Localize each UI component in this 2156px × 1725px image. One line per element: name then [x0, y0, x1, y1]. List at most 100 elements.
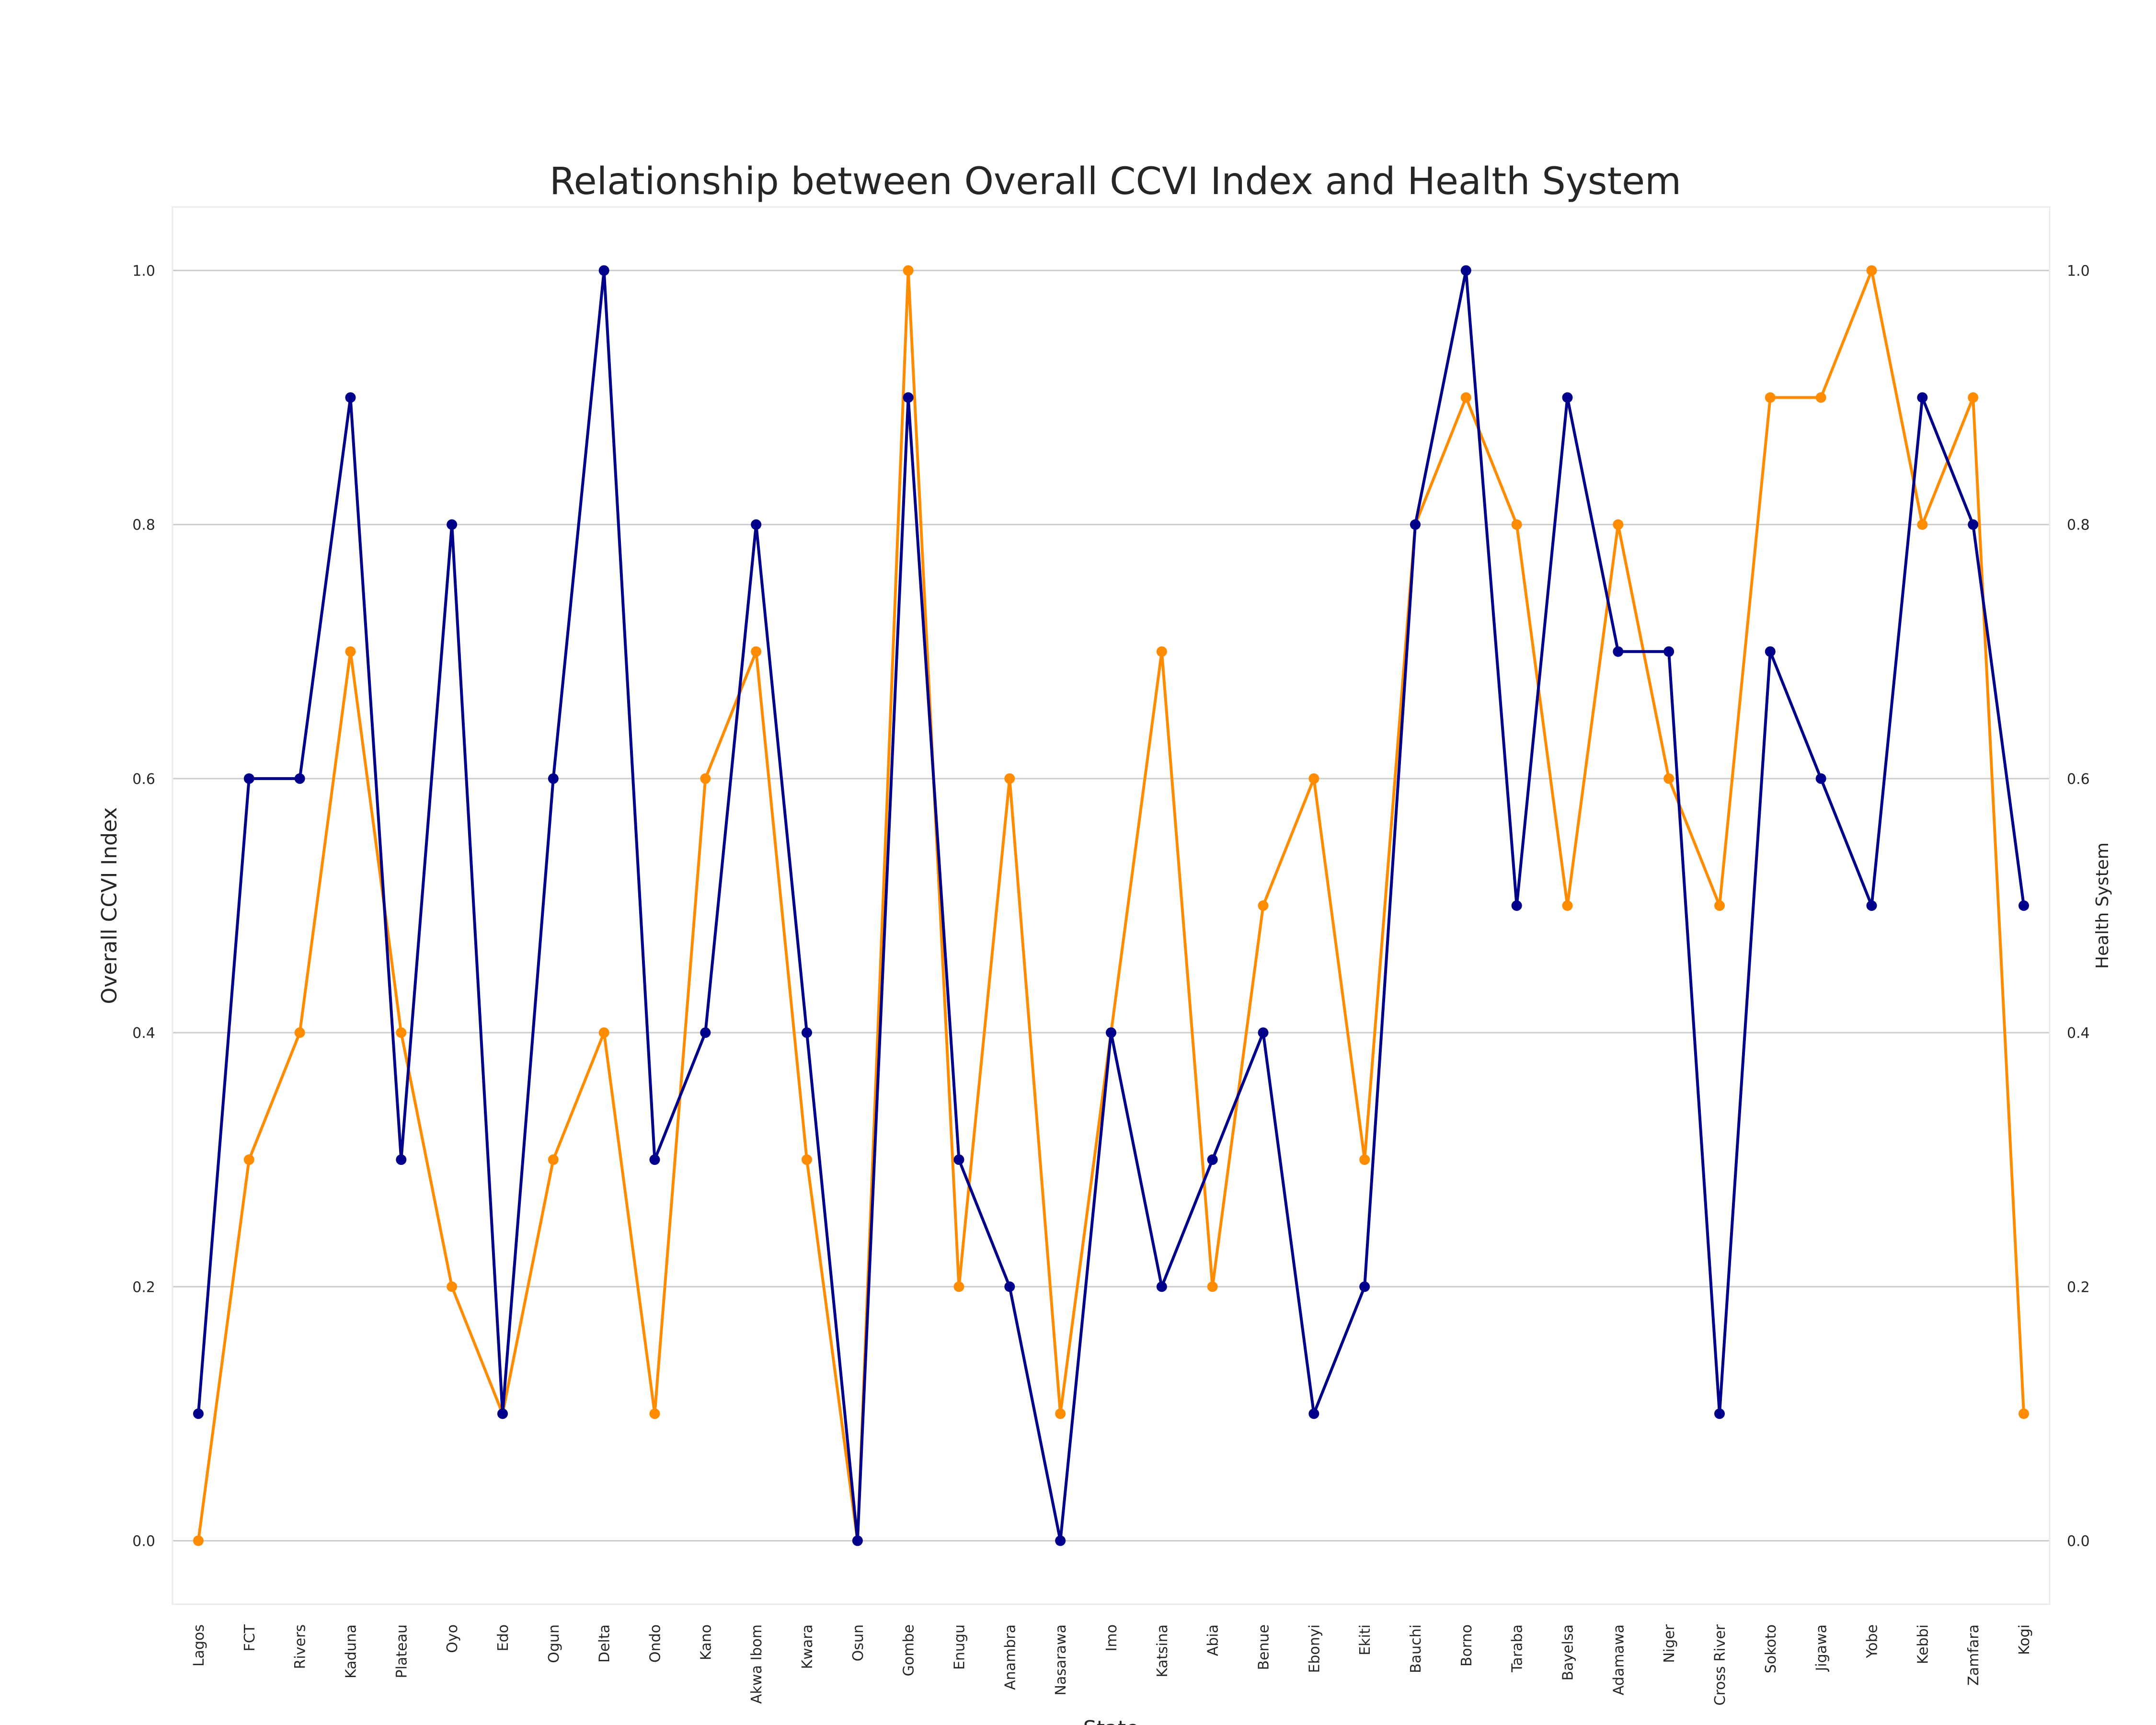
x-tick-label: Anambra [1002, 1624, 1019, 1690]
x-tick-label: Osun [850, 1624, 867, 1661]
data-point [1460, 265, 1471, 276]
x-tick-label: Borno [1458, 1624, 1475, 1667]
x-tick-label: Ogun [546, 1624, 562, 1663]
data-point [345, 392, 356, 403]
y-axis-left: 0.0 0.2 0.4 0.6 0.8 1.0 [132, 263, 155, 1550]
data-point [243, 1154, 254, 1165]
x-tick-label: Kaduna [343, 1624, 360, 1679]
data-point [396, 1154, 407, 1165]
data-point [193, 1535, 204, 1546]
data-point [1968, 519, 1979, 530]
data-point [497, 1408, 508, 1419]
data-point [700, 773, 711, 784]
y-tick-label-right: 0.4 [2067, 1025, 2090, 1042]
x-tick-label: Zamfara [1965, 1624, 1982, 1686]
chart-title: Relationship between Overall CCVI Index … [550, 160, 1681, 203]
data-point [1308, 1408, 1319, 1419]
x-tick-label: Kano [698, 1624, 714, 1660]
x-tick-label: Edo [495, 1624, 512, 1651]
y-tick-label-left: 0.0 [132, 1533, 155, 1550]
data-point [1156, 1281, 1167, 1292]
data-point [903, 265, 914, 276]
data-point [1663, 646, 1674, 657]
data-point [294, 773, 305, 784]
x-tick-label: Gombe [901, 1624, 917, 1676]
y-tick-label-left: 1.0 [132, 263, 155, 280]
data-point [447, 519, 458, 530]
x-tick-label: Bauchi [1408, 1624, 1424, 1673]
data-point [1613, 519, 1624, 530]
x-tick-label: Niger [1661, 1624, 1678, 1663]
y-tick-label-right: 0.2 [2067, 1279, 2090, 1296]
data-point [751, 646, 762, 657]
data-point [1815, 773, 1826, 784]
data-point [345, 646, 356, 657]
y-tick-label-right: 0.8 [2067, 517, 2090, 534]
x-tick-label: Akwa Ibom [748, 1624, 765, 1704]
y-tick-label-left: 0.4 [132, 1025, 155, 1042]
x-tick-label: Jigawa [1813, 1624, 1830, 1672]
data-point [1156, 646, 1167, 657]
y-tick-label-right: 0.6 [2067, 771, 2090, 788]
data-point [953, 1281, 964, 1292]
data-point [953, 1154, 964, 1165]
data-point [1055, 1535, 1066, 1546]
data-point [1765, 392, 1776, 403]
x-axis: Lagos FCT Rivers Kaduna Plateau Oyo Edo Ogun Del… [191, 1624, 2033, 1705]
y-tick-label-right: 1.0 [2067, 263, 2090, 280]
x-tick-label: Imo [1103, 1624, 1120, 1651]
y-axis-label-left: Overall CCVI Index [97, 807, 122, 1004]
series-group [193, 265, 2029, 1546]
data-point [294, 1027, 305, 1038]
series-right-axis [193, 265, 2029, 1546]
data-point [1055, 1408, 1066, 1419]
x-tick-label: Katsina [1154, 1624, 1171, 1678]
x-tick-label: Cross River [1712, 1624, 1729, 1705]
data-point [1511, 900, 1522, 911]
x-tick-label: Ebonyi [1306, 1624, 1323, 1673]
data-point [1562, 900, 1573, 911]
x-tick-label: Adamawa [1610, 1624, 1627, 1695]
data-point [1004, 1281, 1015, 1292]
x-tick-label: Taraba [1509, 1624, 1526, 1673]
data-point [1511, 519, 1522, 530]
data-point [1917, 519, 1928, 530]
x-tick-label: Sokoto [1763, 1624, 1779, 1673]
y-axis-label-right: Health System [2093, 842, 2112, 969]
grid-lines [172, 270, 2050, 1541]
data-point [1258, 900, 1269, 911]
data-point [598, 1027, 609, 1038]
data-point [1460, 392, 1471, 403]
data-point [1663, 773, 1674, 784]
data-point [396, 1027, 407, 1038]
y-axis-right: 0.0 0.2 0.4 0.6 0.8 1.0 [2067, 263, 2090, 1550]
data-point [1765, 646, 1776, 657]
data-point [649, 1408, 660, 1419]
data-point [1562, 392, 1573, 403]
data-point [1866, 900, 1877, 911]
data-point [1106, 1027, 1116, 1038]
data-point [2018, 1408, 2029, 1419]
data-point [1359, 1154, 1370, 1165]
y-tick-label-right: 0.0 [2067, 1533, 2090, 1550]
y-tick-label-left: 0.2 [132, 1279, 155, 1296]
data-point [193, 1408, 204, 1419]
data-point [548, 1154, 559, 1165]
data-point [2018, 900, 2029, 911]
data-point [700, 1027, 711, 1038]
x-tick-label: Nasarawa [1053, 1624, 1069, 1695]
data-point [1004, 773, 1015, 784]
data-point [1917, 392, 1928, 403]
x-tick-label: Ondo [647, 1624, 664, 1663]
x-tick-label: Lagos [191, 1624, 207, 1667]
x-tick-label: Ekiti [1357, 1624, 1374, 1656]
data-point [802, 1027, 812, 1038]
data-point [447, 1281, 458, 1292]
data-point [1866, 265, 1877, 276]
x-tick-label: Bayelsa [1560, 1624, 1577, 1681]
data-point [598, 265, 609, 276]
plot-frame [172, 206, 2051, 1605]
data-point [751, 519, 762, 530]
data-point [1968, 392, 1979, 403]
